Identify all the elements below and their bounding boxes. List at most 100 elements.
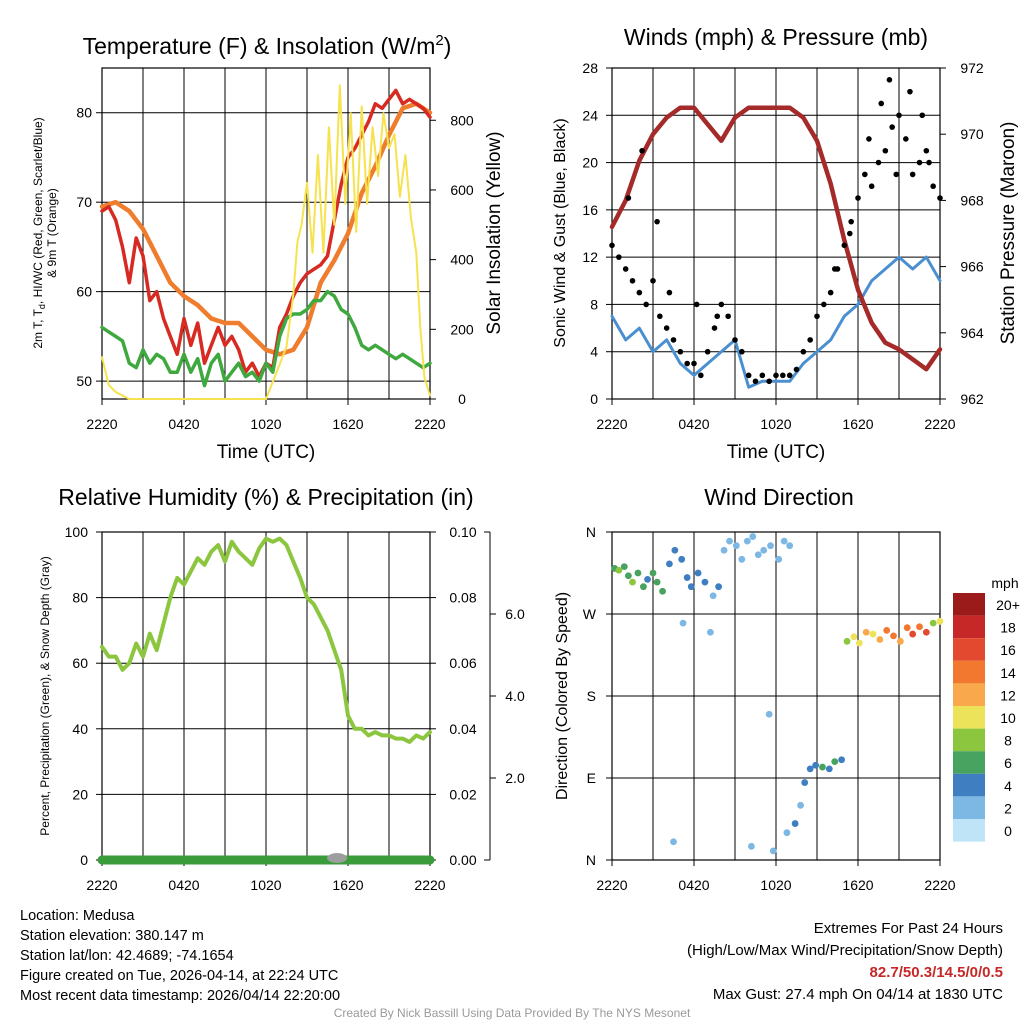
dir-point bbox=[743, 537, 751, 545]
wind-gust-point bbox=[622, 266, 629, 272]
wind-gust-point bbox=[629, 277, 636, 284]
dir-x-tick-label: 2220 bbox=[596, 877, 627, 893]
dir-legend-swatch bbox=[953, 728, 985, 752]
wind-gust-point bbox=[896, 112, 902, 119]
temp-title-sup: 2 bbox=[435, 32, 443, 49]
dir-point bbox=[694, 569, 702, 577]
wind-gust-point bbox=[759, 372, 766, 379]
dir-point bbox=[634, 569, 642, 577]
wind-x-tick-label: 2220 bbox=[924, 416, 955, 432]
elevation-text: Station elevation: 380.147 m bbox=[20, 928, 204, 944]
rh-y3-tick-label: 2.0 bbox=[505, 770, 525, 786]
dir-legend-label: 12 bbox=[1000, 687, 1016, 703]
rh-x-tick-label: 2220 bbox=[86, 877, 117, 893]
wind-gust-point bbox=[903, 136, 909, 142]
wind-gust-point bbox=[609, 242, 615, 249]
wind-gust-point bbox=[807, 337, 813, 343]
dir-legend-label: 16 bbox=[1000, 642, 1016, 658]
wind-y2-label: Station Pressure (Maroon) bbox=[998, 122, 1019, 345]
temp-y-tick-label: 80 bbox=[76, 105, 92, 121]
wind-gust-point bbox=[639, 147, 645, 154]
wind-gust-point bbox=[714, 313, 721, 320]
dir-legend-swatch bbox=[953, 593, 985, 616]
dir-point bbox=[780, 537, 788, 545]
wind-gust-point bbox=[882, 147, 889, 154]
temp-x-tick-label: 1620 bbox=[332, 416, 363, 432]
wind-gust-point bbox=[650, 277, 656, 284]
wind-gust-point bbox=[919, 112, 926, 119]
extremes-panel: Extremes For Past 24 Hours (High/Low/Max… bbox=[687, 918, 1003, 1006]
temp-y-tick-label: 60 bbox=[76, 284, 92, 300]
temp-x-tick-label: 2220 bbox=[414, 416, 445, 432]
wind-gust-point bbox=[831, 266, 838, 272]
rh-y-tick-label: 20 bbox=[72, 786, 88, 802]
dir-y-tick-label: W bbox=[583, 606, 597, 622]
dir-x-tick-label: 1620 bbox=[842, 877, 873, 893]
temp-x-tick-label: 2220 bbox=[86, 416, 117, 432]
dir-legend-swatch bbox=[953, 796, 985, 819]
dir-point bbox=[890, 632, 897, 640]
dir-legend-label: 2 bbox=[1004, 800, 1012, 816]
rh-y2-tick-label: 0.08 bbox=[449, 590, 476, 606]
dir-point bbox=[775, 555, 783, 563]
temp-y-label: 2m T, Td, HI/WC (Red, Green, Scarlet/Blu… bbox=[31, 117, 59, 348]
dir-point bbox=[687, 583, 695, 591]
dir-point bbox=[909, 630, 917, 638]
dir-point bbox=[615, 566, 623, 574]
dir-legend-label: 0 bbox=[1004, 823, 1012, 839]
rh-y-tick-label: 60 bbox=[72, 655, 88, 671]
wind-gust-point bbox=[893, 171, 900, 178]
wind-gust-point bbox=[718, 301, 725, 308]
dir-legend-title: mph bbox=[991, 575, 1018, 591]
humidity-chart: 0 20 40 60 80 100 0.00 0.02 0.04 0.06 0.08 0.10 2.0 4… bbox=[38, 484, 525, 893]
max-gust-text: Max Gust: 27.4 mph On 04/14 at 1830 UTC bbox=[712, 986, 1003, 1003]
wind-y2-tick-label: 970 bbox=[960, 126, 984, 142]
dir-point bbox=[769, 847, 777, 855]
wind-gust-point bbox=[643, 301, 649, 308]
dir-legend-label: 20+ bbox=[996, 597, 1020, 613]
dir-point bbox=[765, 710, 773, 718]
dir-point bbox=[707, 628, 714, 636]
wind-series-pressure bbox=[609, 105, 943, 372]
dir-point bbox=[720, 546, 728, 554]
wind-y2-tick-label: 962 bbox=[960, 391, 984, 407]
temp-y2-tick-label: 400 bbox=[450, 252, 474, 268]
dir-point bbox=[748, 842, 755, 850]
dir-point bbox=[738, 555, 746, 563]
wind-gust-point bbox=[800, 348, 807, 355]
wind-gust-point bbox=[926, 159, 932, 166]
rh-y3-tick-label: 6.0 bbox=[505, 606, 525, 622]
wind-gust-point bbox=[930, 183, 936, 190]
dir-y-tick-label: N bbox=[586, 852, 596, 868]
temp-title-end: ) bbox=[444, 33, 452, 59]
temp-y2-tick-label: 200 bbox=[450, 321, 474, 337]
recent-text: Most recent data timestamp: 2026/04/14 2… bbox=[20, 988, 341, 1004]
temp-x-tick-label: 0420 bbox=[168, 416, 199, 432]
dir-point bbox=[876, 636, 884, 643]
dir-legend-swatch bbox=[953, 773, 985, 797]
wind-gust-point bbox=[814, 313, 820, 320]
rh-title: Relative Humidity (%) & Precipitation (i… bbox=[58, 484, 473, 510]
temp-title-main: Temperature (F) & Insolation (W/m bbox=[83, 33, 436, 59]
wind-gust-point bbox=[886, 77, 893, 83]
wind-y-tick-label: 24 bbox=[582, 107, 598, 123]
dir-point bbox=[666, 560, 673, 568]
dir-point bbox=[916, 623, 923, 631]
dir-legend-swatch bbox=[953, 706, 985, 729]
temp-y2-label: Solar Insolation (Yellow) bbox=[484, 131, 505, 334]
wind-gust-point bbox=[616, 254, 622, 260]
dir-x-tick-label: 2220 bbox=[924, 877, 955, 893]
rh-y2-tick-label: 0.02 bbox=[449, 786, 476, 802]
dir-point bbox=[801, 779, 809, 786]
wind-gust-point bbox=[847, 230, 853, 237]
dir-point bbox=[812, 761, 820, 769]
dir-point bbox=[825, 765, 833, 773]
dir-point bbox=[671, 546, 679, 554]
extremes-values: 82.7/50.3/14.5/0/0.5 bbox=[869, 964, 1003, 981]
temp-title: Temperature (F) & Insolation (W/m2) bbox=[83, 32, 452, 59]
dir-legend-swatch bbox=[953, 638, 985, 661]
wind-gust-point bbox=[937, 195, 943, 201]
